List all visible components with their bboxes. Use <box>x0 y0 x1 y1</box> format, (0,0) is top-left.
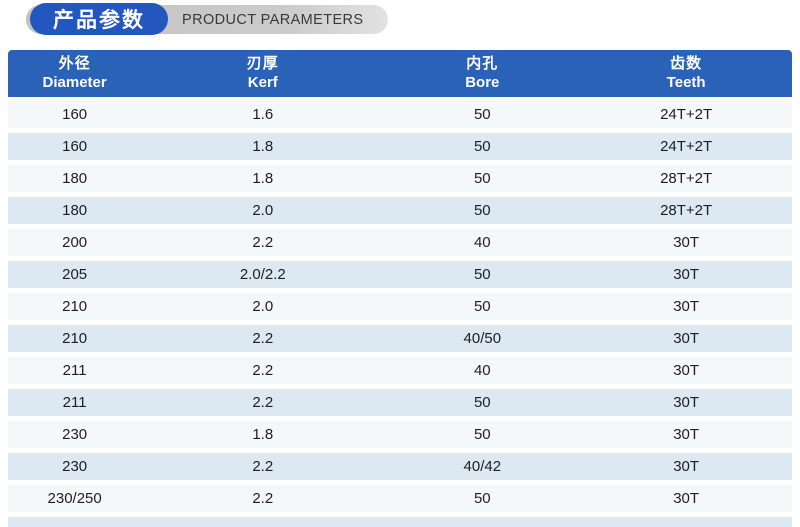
cell-diameter: 180 <box>62 170 88 187</box>
cell-kerf: 2.0 <box>252 202 274 219</box>
cell-kerf: 2.2 <box>252 458 274 475</box>
cell-kerf: 2.0/2.2 <box>239 266 286 283</box>
cell-bore: 50 <box>473 106 491 123</box>
cell-teeth: 30T <box>673 330 700 347</box>
section-title-chinese-pill: 产品参数 <box>30 3 168 35</box>
cell-teeth: 30T <box>673 362 700 379</box>
table-row: 160 1.8 50 24T+2T <box>8 133 792 160</box>
column-header-teeth-en: Teeth <box>666 73 706 91</box>
cell-kerf: 2.2 <box>252 362 274 379</box>
table-row: 205 2.0/2.2 50 30T <box>8 261 792 288</box>
cell-kerf: 1.8 <box>252 426 274 443</box>
table-row: 200 2.2 40 30T <box>8 229 792 256</box>
cell-bore: 50 <box>473 202 491 219</box>
cell-teeth: 30T <box>673 458 700 475</box>
cell-diameter: 205 <box>62 266 88 283</box>
table-row: 230 1.8 50 30T <box>8 421 792 448</box>
product-parameters-table: 外径 Diameter 刃厚 Kerf 内孔 Bore 齿数 Teeth 160… <box>8 50 792 527</box>
cell-teeth: 28T+2T <box>660 202 713 219</box>
cell-diameter: 211 <box>62 362 87 379</box>
column-header-kerf-en: Kerf <box>247 73 278 91</box>
table-row: 180 2.0 50 28T+2T <box>8 197 792 224</box>
column-header-diameter-en: Diameter <box>42 73 107 91</box>
table-row: 211 2.2 50 30T <box>8 389 792 416</box>
cell-teeth: 30T <box>673 234 700 251</box>
table-row: 180 1.8 50 28T+2T <box>8 165 792 192</box>
column-header-bore-en: Bore <box>465 73 500 91</box>
column-header-kerf: 刃厚 Kerf <box>141 55 384 93</box>
cell-kerf: 1.8 <box>252 138 274 155</box>
table-row: 211 2.2 40 30T <box>8 357 792 384</box>
cell-teeth: 30T <box>673 394 700 411</box>
table-header-row: 外径 Diameter 刃厚 Kerf 内孔 Bore 齿数 Teeth <box>8 50 792 97</box>
cell-kerf: 1.6 <box>252 106 274 123</box>
table-row: 210 2.0 50 30T <box>8 293 792 320</box>
cell-bore: 50 <box>473 298 491 315</box>
cell-teeth: 30T <box>673 298 700 315</box>
cell-diameter: 200 <box>62 234 88 251</box>
column-header-teeth-zh: 齿数 <box>670 54 703 72</box>
cell-bore: 50 <box>473 490 491 507</box>
cell-diameter: 210 <box>62 330 88 347</box>
table-row: 210 2.2 40/50 30T <box>8 325 792 352</box>
cell-bore: 40 <box>473 234 491 251</box>
cell-diameter: 160 <box>62 106 88 123</box>
column-header-teeth: 齿数 Teeth <box>580 55 792 93</box>
cell-diameter: 160 <box>62 138 88 155</box>
cell-diameter: 210 <box>62 298 88 315</box>
cell-bore: 40/50 <box>463 330 502 347</box>
cell-diameter: 230/250 <box>47 490 102 507</box>
column-header-kerf-zh: 刃厚 <box>246 54 279 72</box>
column-header-diameter: 外径 Diameter <box>8 55 141 93</box>
cell-kerf: 2.2 <box>252 490 274 507</box>
cell-teeth: 24T+2T <box>660 106 713 123</box>
cell-bore: 40 <box>473 362 491 379</box>
section-title-chinese: 产品参数 <box>53 9 145 32</box>
cell-bore: 50 <box>473 394 491 411</box>
table-row: 230 2.2 40/42 30T <box>8 453 792 480</box>
table-row-partial <box>8 517 792 527</box>
cell-kerf: 2.2 <box>252 394 274 411</box>
column-header-diameter-zh: 外径 <box>58 54 91 72</box>
cell-kerf: 2.2 <box>252 234 274 251</box>
cell-teeth: 28T+2T <box>660 170 713 187</box>
cell-bore: 50 <box>473 266 491 283</box>
cell-diameter: 180 <box>62 202 88 219</box>
cell-bore: 40/42 <box>463 458 502 475</box>
cell-bore: 50 <box>473 138 491 155</box>
table-body: 160 1.6 50 24T+2T 160 1.8 50 24T+2T 180 … <box>8 101 792 512</box>
cell-bore: 50 <box>473 170 491 187</box>
cell-kerf: 2.0 <box>252 298 274 315</box>
table-row: 230/250 2.2 50 30T <box>8 485 792 512</box>
table-row: 160 1.6 50 24T+2T <box>8 101 792 128</box>
cell-diameter: 230 <box>62 458 88 475</box>
cell-bore: 50 <box>473 426 491 443</box>
cell-teeth: 30T <box>673 490 700 507</box>
cell-kerf: 2.2 <box>252 330 274 347</box>
cell-diameter: 211 <box>62 394 87 411</box>
section-title-english: PRODUCT PARAMETERS <box>182 11 364 28</box>
cell-diameter: 230 <box>62 426 88 443</box>
cell-teeth: 30T <box>673 266 700 283</box>
column-header-bore-zh: 内孔 <box>466 54 499 72</box>
cell-kerf: 1.8 <box>252 170 274 187</box>
cell-teeth: 30T <box>673 426 700 443</box>
column-header-bore: 内孔 Bore <box>384 55 580 93</box>
cell-teeth: 24T+2T <box>660 138 713 155</box>
